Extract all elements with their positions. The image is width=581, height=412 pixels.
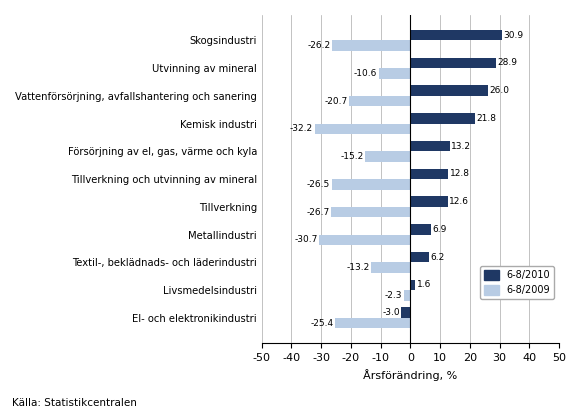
Text: 21.8: 21.8 bbox=[476, 114, 497, 123]
Bar bbox=[401, 307, 410, 318]
Text: -25.4: -25.4 bbox=[310, 318, 333, 328]
Bar bbox=[410, 141, 450, 152]
Text: -20.7: -20.7 bbox=[324, 97, 347, 106]
Bar bbox=[410, 58, 496, 68]
Legend: 6-8/2010, 6-8/2009: 6-8/2010, 6-8/2009 bbox=[480, 266, 554, 299]
Text: 26.0: 26.0 bbox=[489, 86, 509, 95]
Text: 12.6: 12.6 bbox=[449, 197, 469, 206]
Bar bbox=[379, 68, 410, 79]
Bar bbox=[410, 30, 502, 40]
Bar bbox=[410, 169, 449, 179]
X-axis label: Årsförändring, %: Årsförändring, % bbox=[363, 369, 457, 381]
Bar bbox=[410, 113, 475, 124]
Bar bbox=[332, 40, 410, 51]
Text: 12.8: 12.8 bbox=[450, 169, 470, 178]
Text: -26.5: -26.5 bbox=[307, 180, 330, 189]
Bar bbox=[410, 224, 431, 235]
Text: -13.2: -13.2 bbox=[346, 263, 370, 272]
Text: 13.2: 13.2 bbox=[451, 142, 471, 151]
Bar bbox=[319, 235, 410, 245]
Text: -30.7: -30.7 bbox=[294, 235, 318, 244]
Bar bbox=[332, 179, 410, 190]
Bar bbox=[410, 85, 487, 96]
Bar bbox=[410, 197, 448, 207]
Text: -26.2: -26.2 bbox=[308, 41, 331, 50]
Bar bbox=[335, 318, 410, 328]
Text: 1.6: 1.6 bbox=[417, 280, 431, 289]
Bar bbox=[331, 207, 410, 218]
Text: -10.6: -10.6 bbox=[354, 69, 378, 78]
Text: 6.9: 6.9 bbox=[432, 225, 447, 234]
Text: -3.0: -3.0 bbox=[382, 308, 400, 317]
Text: -15.2: -15.2 bbox=[340, 152, 364, 161]
Bar bbox=[410, 252, 429, 262]
Bar bbox=[349, 96, 410, 106]
Text: 6.2: 6.2 bbox=[431, 253, 444, 262]
Text: -2.3: -2.3 bbox=[385, 291, 402, 300]
Bar bbox=[365, 152, 410, 162]
Text: Källa: Statistikcentralen: Källa: Statistikcentralen bbox=[12, 398, 137, 408]
Bar bbox=[315, 124, 410, 134]
Text: -32.2: -32.2 bbox=[290, 124, 313, 133]
Text: 28.9: 28.9 bbox=[498, 59, 518, 68]
Text: 30.9: 30.9 bbox=[504, 31, 524, 40]
Bar bbox=[404, 290, 410, 301]
Bar bbox=[410, 280, 415, 290]
Bar bbox=[371, 262, 410, 273]
Text: -26.7: -26.7 bbox=[306, 208, 329, 217]
